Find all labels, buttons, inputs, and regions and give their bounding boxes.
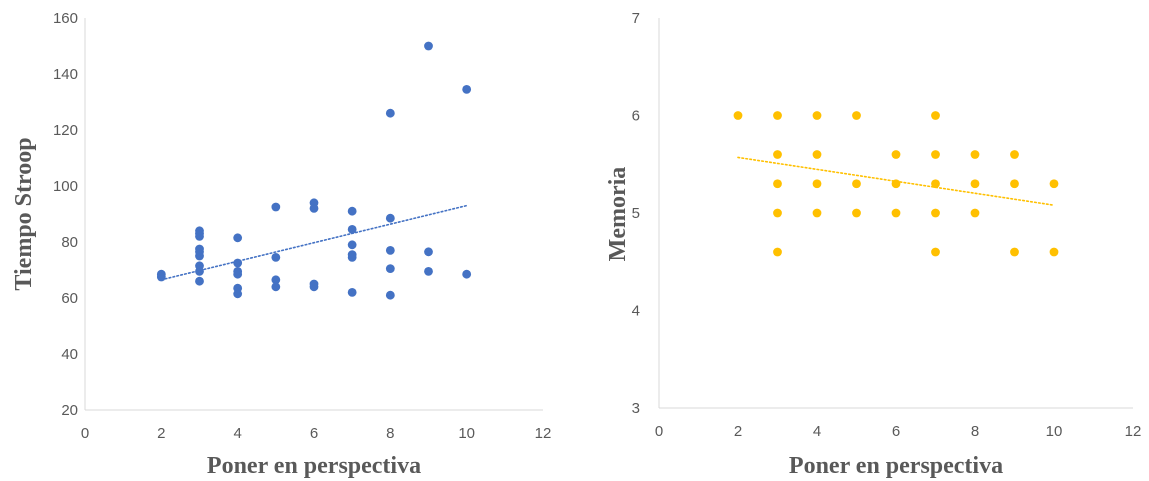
y-tick-label: 80	[61, 234, 78, 251]
data-point	[1049, 247, 1059, 257]
data-point	[773, 208, 782, 218]
data-point	[1010, 150, 1019, 159]
data-point	[462, 85, 472, 94]
x-tick-label: 10	[458, 425, 475, 442]
data-point	[891, 208, 901, 218]
x-tick-label: 12	[1125, 423, 1142, 440]
data-point	[385, 290, 395, 300]
x-tick-label: 0	[81, 425, 89, 442]
data-point	[773, 111, 782, 120]
y-tick-label: 40	[61, 346, 78, 363]
data-point	[233, 233, 243, 243]
x-tick-label: 0	[655, 423, 663, 440]
data-point	[733, 111, 743, 120]
data-point	[233, 289, 243, 299]
y-tick-label: 6	[632, 108, 640, 125]
data-point	[195, 232, 204, 241]
data-point	[931, 179, 940, 189]
y-tick-label: 140	[53, 66, 78, 83]
data-point	[195, 251, 204, 261]
x-tick-label: 6	[310, 425, 318, 442]
y-tick-label: 60	[61, 290, 78, 307]
data-point	[931, 247, 940, 257]
data-point	[812, 208, 822, 218]
data-point	[347, 240, 357, 250]
x-tick-label: 4	[813, 423, 821, 440]
x-tick-label: 6	[892, 423, 900, 440]
y-tick-label: 3	[632, 400, 640, 417]
data-point	[385, 264, 395, 273]
x-tick-label: 10	[1046, 423, 1063, 440]
data-point	[970, 150, 980, 159]
y-tick-label: 120	[53, 122, 78, 139]
data-point	[271, 282, 281, 292]
plot-area: 3 4 5 6 7 0 2 4 6 8 10 12	[632, 10, 1142, 440]
data-point	[195, 267, 204, 276]
x-tick-label: 12	[535, 425, 552, 442]
chart-panel-memoria: 3 4 5 6 7 0 2 4 6 8 10 12 Poner en perspectiva Memo…	[605, 10, 1141, 479]
data-point	[891, 150, 901, 159]
data-point	[271, 253, 281, 262]
data-point	[1010, 247, 1019, 257]
data-point	[195, 276, 204, 286]
data-point	[385, 213, 395, 223]
data-point	[347, 225, 357, 234]
x-axis-title: Poner en perspectiva	[789, 453, 1003, 479]
data-point	[931, 111, 940, 120]
plot-area: 20 40 60 80 100 120 140 160 0 2 4 6 8 10 12	[53, 10, 551, 442]
y-tick-label: 160	[53, 10, 78, 27]
data-point	[970, 179, 980, 189]
data-point	[271, 202, 281, 212]
x-axis-title: Poner en perspectiva	[207, 453, 421, 479]
data-point	[385, 246, 395, 255]
data-point	[347, 288, 357, 297]
y-tick-label: 20	[61, 402, 78, 419]
data-point	[773, 150, 782, 159]
data-point	[812, 179, 822, 189]
data-point	[852, 208, 861, 218]
data-point	[347, 206, 357, 216]
data-point	[309, 282, 319, 292]
x-tick-label: 8	[386, 425, 394, 442]
y-axis-title: Memoria	[605, 167, 631, 262]
data-point	[931, 208, 940, 218]
x-tick-label: 4	[233, 425, 241, 442]
data-point	[347, 253, 357, 262]
y-tick-label: 100	[53, 178, 78, 195]
data-point	[1010, 179, 1019, 189]
data-point	[233, 258, 243, 268]
y-tick-label: 4	[632, 303, 640, 320]
data-point	[812, 150, 822, 159]
data-point	[812, 111, 822, 120]
data-point	[970, 208, 980, 218]
data-point	[891, 179, 901, 189]
data-point	[773, 179, 782, 189]
data-point	[931, 150, 940, 159]
data-point	[424, 267, 433, 276]
y-tick-label: 7	[632, 10, 640, 27]
x-tick-label: 2	[157, 425, 165, 442]
data-point	[852, 111, 861, 120]
x-tick-label: 2	[734, 423, 742, 440]
y-tick-label: 5	[632, 205, 640, 222]
data-point	[424, 41, 433, 51]
data-point	[462, 269, 472, 279]
data-point	[233, 269, 243, 279]
x-tick-label: 8	[971, 423, 979, 440]
data-point	[309, 204, 319, 213]
data-point	[773, 247, 782, 257]
y-axis-title: Tiempo Stroop	[11, 137, 37, 290]
data-point	[1049, 179, 1059, 189]
data-point	[385, 108, 395, 118]
data-point	[852, 179, 861, 189]
data-point	[424, 247, 433, 257]
trendline	[160, 204, 468, 281]
data-point	[271, 275, 281, 285]
chart-panel-stroop: 20 40 60 80 100 120 140 160 0 2 4 6 8 10 12 Poner en p…	[11, 10, 551, 479]
data-point	[156, 272, 166, 282]
